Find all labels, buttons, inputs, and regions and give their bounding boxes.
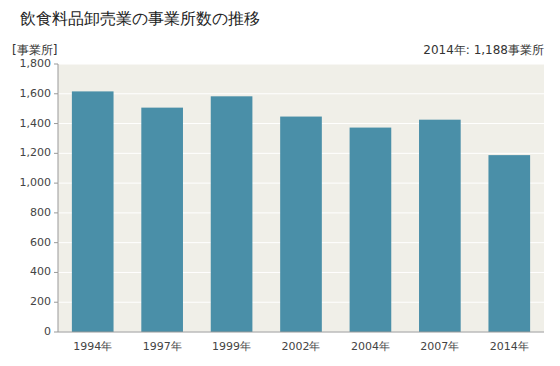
grid-line [58, 93, 544, 94]
y-tick [54, 183, 58, 184]
x-tick-label: 2002年 [282, 340, 321, 353]
x-tick-label: 1999年 [212, 340, 251, 353]
chart-title: 飲食料品卸売業の事業所数の推移 [20, 9, 260, 28]
y-tick [54, 332, 58, 333]
y-tick [54, 302, 58, 303]
bars [72, 91, 530, 332]
y-tick [54, 272, 58, 273]
y-tick-label: 200 [30, 295, 51, 308]
y-tick [54, 212, 58, 213]
bar [141, 108, 183, 332]
x-tick-label: 1994年 [73, 340, 112, 353]
bar [350, 128, 392, 332]
y-tick-label: 400 [30, 265, 51, 278]
y-tick-label: 600 [30, 236, 51, 249]
y-tick-label: 1,000 [20, 176, 52, 189]
y-tick [54, 64, 58, 65]
y-axis-label: [事業所] [12, 43, 57, 57]
y-tick-label: 1,400 [20, 117, 52, 130]
y-axis-line [58, 64, 59, 332]
grid-line [58, 332, 544, 333]
x-tick-label: 2004年 [351, 340, 390, 353]
y-tick [54, 242, 58, 243]
bar [280, 117, 322, 332]
y-tick-label: 1,800 [20, 57, 52, 70]
x-tick-label: 2014年 [490, 340, 529, 353]
y-tick-label: 0 [44, 325, 51, 338]
plot-background [58, 64, 544, 332]
y-tick-label: 1,600 [20, 87, 52, 100]
bar [72, 91, 114, 332]
chart-svg: 0 200 400 600 800 1,000 1,200 1,400 1,600 1,800 19… [0, 0, 560, 366]
grid-line [58, 64, 544, 65]
bar [419, 120, 461, 332]
x-tick-label: 1997年 [143, 340, 182, 353]
y-tick [54, 93, 58, 94]
bar [211, 96, 253, 332]
chart-container: 0 200 400 600 800 1,000 1,200 1,400 1,600 1,800 19… [0, 0, 560, 366]
bar [488, 155, 530, 332]
y-tick [54, 153, 58, 154]
y-tick-label: 800 [30, 206, 51, 219]
x-tick-label: 2007年 [420, 340, 459, 353]
y-tick [54, 123, 58, 124]
x-axis-line [58, 332, 544, 333]
annotation: 2014年: 1,188事業所 [423, 43, 544, 57]
y-tick-label: 1,200 [20, 146, 52, 159]
